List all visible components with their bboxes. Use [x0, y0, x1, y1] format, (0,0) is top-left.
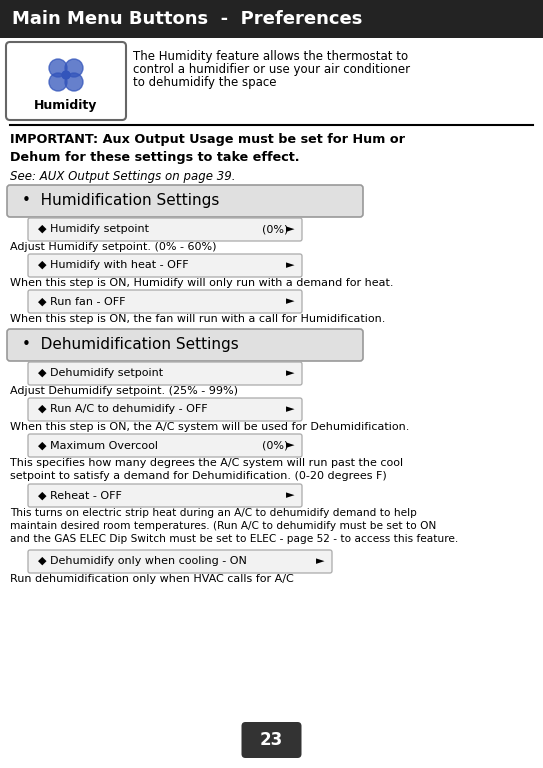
Text: When this step is ON, Humidify will only run with a demand for heat.: When this step is ON, Humidify will only… [10, 278, 394, 288]
Text: ◆ Dehumidify only when cooling - ON: ◆ Dehumidify only when cooling - ON [38, 557, 247, 567]
Text: The Humidity feature allows the thermostat to: The Humidity feature allows the thermost… [133, 50, 408, 63]
Text: ◆ Maximum Overcool: ◆ Maximum Overcool [38, 441, 158, 451]
Text: ◆ Humidify with heat - OFF: ◆ Humidify with heat - OFF [38, 260, 188, 270]
FancyBboxPatch shape [242, 722, 301, 758]
Text: Main Menu Buttons  -  Preferences: Main Menu Buttons - Preferences [12, 10, 362, 28]
FancyBboxPatch shape [7, 329, 363, 361]
FancyBboxPatch shape [28, 398, 302, 421]
Text: ◆ Run fan - OFF: ◆ Run fan - OFF [38, 296, 125, 306]
Text: ►: ► [315, 557, 324, 567]
FancyBboxPatch shape [28, 290, 302, 313]
Text: (0%): (0%) [262, 441, 288, 451]
Text: (0%): (0%) [262, 224, 288, 234]
FancyBboxPatch shape [7, 185, 363, 217]
Circle shape [62, 71, 70, 79]
FancyBboxPatch shape [28, 362, 302, 385]
Text: When this step is ON, the fan will run with a call for Humidification.: When this step is ON, the fan will run w… [10, 314, 386, 324]
Text: This turns on electric strip heat during an A/C to dehumidify demand to help
mai: This turns on electric strip heat during… [10, 508, 458, 544]
Text: This specifies how many degrees the A/C system will run past the cool
setpoint t: This specifies how many degrees the A/C … [10, 458, 403, 481]
Text: Adjust Dehumidify setpoint. (25% - 99%): Adjust Dehumidify setpoint. (25% - 99%) [10, 386, 238, 396]
FancyBboxPatch shape [28, 254, 302, 277]
Circle shape [65, 73, 83, 91]
Text: ►: ► [286, 405, 294, 415]
Text: •  Dehumidification Settings: • Dehumidification Settings [22, 337, 239, 353]
Text: •  Humidification Settings: • Humidification Settings [22, 194, 219, 208]
FancyBboxPatch shape [0, 0, 543, 38]
Text: ►: ► [286, 491, 294, 501]
Text: ►: ► [286, 260, 294, 270]
Text: When this step is ON, the A/C system will be used for Dehumidification.: When this step is ON, the A/C system wil… [10, 422, 409, 432]
Text: ►: ► [286, 369, 294, 379]
Text: control a humidifier or use your air conditioner: control a humidifier or use your air con… [133, 63, 410, 76]
Text: ►: ► [286, 441, 294, 451]
Text: IMPORTANT: Aux Output Usage must be set for Hum or
Dehum for these settings to t: IMPORTANT: Aux Output Usage must be set … [10, 133, 405, 164]
Circle shape [65, 59, 83, 77]
Text: ►: ► [286, 224, 294, 234]
Text: ◆ Reheat - OFF: ◆ Reheat - OFF [38, 491, 122, 501]
FancyBboxPatch shape [28, 550, 332, 573]
Circle shape [49, 73, 67, 91]
Text: ◆ Humidify setpoint: ◆ Humidify setpoint [38, 224, 149, 234]
FancyBboxPatch shape [6, 42, 126, 120]
FancyBboxPatch shape [28, 218, 302, 241]
Text: to dehumidify the space: to dehumidify the space [133, 76, 276, 89]
Text: 23: 23 [260, 731, 283, 749]
Text: ◆ Dehumidify setpoint: ◆ Dehumidify setpoint [38, 369, 163, 379]
Text: Run dehumidification only when HVAC calls for A/C: Run dehumidification only when HVAC call… [10, 574, 294, 584]
Text: ►: ► [286, 296, 294, 306]
Text: See: AUX Output Settings on page 39.: See: AUX Output Settings on page 39. [10, 170, 236, 183]
FancyBboxPatch shape [28, 434, 302, 457]
Text: Humidity: Humidity [34, 100, 98, 112]
Circle shape [49, 59, 67, 77]
Text: ◆ Run A/C to dehumidify - OFF: ◆ Run A/C to dehumidify - OFF [38, 405, 207, 415]
FancyBboxPatch shape [28, 484, 302, 507]
Text: Adjust Humidify setpoint. (0% - 60%): Adjust Humidify setpoint. (0% - 60%) [10, 242, 217, 252]
